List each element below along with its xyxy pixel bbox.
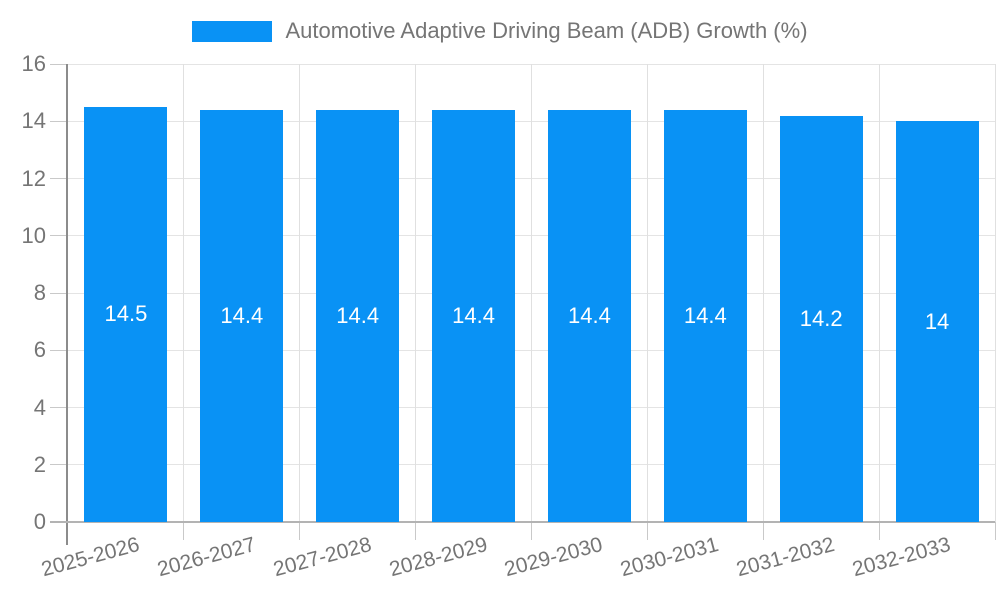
y-tick-label: 14 (21, 108, 46, 134)
bar (316, 109, 400, 522)
bar-value-label: 14 (924, 308, 950, 334)
y-tick-label: 10 (21, 222, 46, 248)
y-tick-label: 0 (33, 509, 46, 534)
v-gridline (415, 64, 417, 522)
y-axis-tick (50, 63, 68, 65)
legend-label chart-title: Automotive Adaptive Driving Beam (ADB) G… (285, 18, 808, 43)
y-axis-tick (50, 120, 68, 122)
x-axis-tick (646, 522, 648, 540)
x-axis-tick (531, 522, 532, 540)
bar (432, 109, 516, 522)
bar (779, 115, 863, 522)
bar (663, 109, 747, 522)
x-axis-tick (415, 522, 417, 540)
bar (84, 106, 168, 522)
y-tick-label: 6 (33, 337, 46, 363)
bar (547, 109, 631, 522)
y-axis-tick (50, 464, 68, 466)
y-tick-label: 2 (33, 451, 46, 477)
y-axis-line (66, 64, 68, 545)
bar (200, 109, 284, 522)
y-axis-tick (50, 235, 68, 237)
y-axis-tick (50, 292, 68, 294)
x-axis-tick (762, 522, 764, 540)
v-gridline (299, 64, 301, 522)
x-axis-tick (183, 522, 185, 540)
bar-value-label: 14.4 (683, 302, 727, 328)
bar-value-label: 14.5 (104, 301, 148, 327)
chart-legend: Automotive Adaptive Driving Beam (ADB) G… (0, 18, 1000, 44)
x-axis-tick (994, 522, 996, 540)
y-axis-tick (50, 178, 68, 179)
y-tick-label: 8 (33, 280, 46, 305)
v-gridline (183, 64, 185, 522)
y-axis-tick (50, 407, 68, 408)
x-axis-tick (878, 522, 880, 540)
y-tick-label: 4 (33, 394, 46, 420)
v-gridline (762, 64, 764, 522)
y-axis-tick (50, 349, 68, 351)
bar-value-label: 14.4 (220, 302, 264, 328)
bar-value-label: 14.4 (568, 302, 611, 328)
v-gridline (531, 64, 532, 522)
v-gridline (994, 64, 996, 522)
bar-value-label: 14.4 (336, 302, 380, 328)
v-gridline (646, 64, 648, 522)
legend-swatch (192, 20, 273, 42)
bar (895, 121, 979, 522)
x-axis-line (50, 521, 995, 523)
v-gridline (878, 64, 880, 522)
y-tick-label: 12 (21, 165, 46, 191)
bar-value-label: 14.2 (799, 305, 843, 331)
bar-value-label: 14.4 (452, 302, 495, 328)
x-axis-tick (299, 522, 301, 540)
y-tick-label: 16 (21, 51, 46, 76)
